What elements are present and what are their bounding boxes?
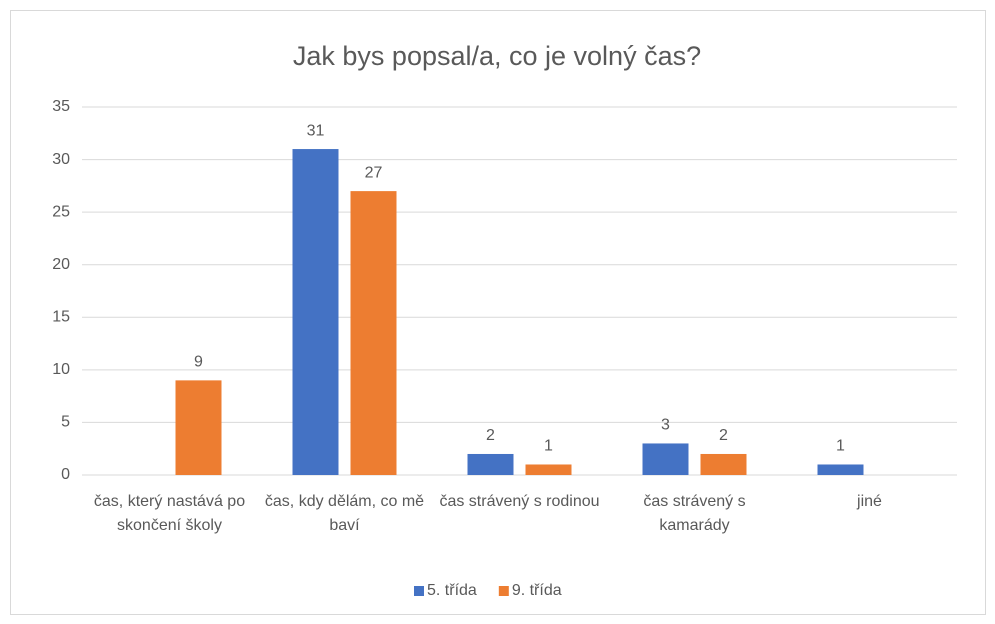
legend-label: 9. třída: [512, 582, 562, 599]
data-label: 31: [307, 122, 325, 139]
chart-title: Jak bys popsal/a, co je volný čas?: [293, 41, 701, 71]
bar: [700, 453, 747, 475]
y-tick-label: 10: [52, 361, 70, 378]
legend-label: 5. třída: [427, 582, 477, 599]
data-label: 3: [661, 417, 670, 434]
legend-swatch: [498, 586, 509, 596]
bar: [467, 453, 514, 475]
bar: [175, 380, 222, 475]
legend-swatch: [414, 586, 424, 596]
data-label: 2: [486, 427, 495, 444]
y-tick-label: 30: [52, 151, 70, 168]
x-tick-label: jiné: [857, 493, 882, 510]
x-tick-label: čas strávený s kamarády: [643, 493, 746, 534]
y-tick-label: 5: [61, 414, 70, 431]
bar: [642, 443, 689, 475]
y-tick-label: 35: [52, 98, 70, 115]
data-label: 1: [836, 438, 845, 455]
data-label: 2: [719, 427, 728, 444]
bar: [292, 149, 339, 476]
y-tick-label: 0: [61, 466, 70, 483]
chart-border: [10, 10, 986, 615]
bar: [817, 464, 864, 475]
bar: [525, 464, 572, 475]
y-tick-label: 20: [52, 256, 70, 273]
x-tick-label: čas, kdy dělám, co mě baví: [264, 493, 425, 534]
data-label: 9: [194, 354, 203, 371]
bar: [350, 191, 397, 475]
data-label: 1: [544, 438, 553, 455]
y-tick-label: 25: [52, 203, 70, 220]
x-tick-label: čas strávený s rodinou: [439, 493, 600, 510]
x-tick-label: čas, který nastává po skončení školy: [93, 493, 246, 534]
data-label: 27: [365, 164, 383, 181]
y-tick-label: 15: [52, 309, 70, 326]
